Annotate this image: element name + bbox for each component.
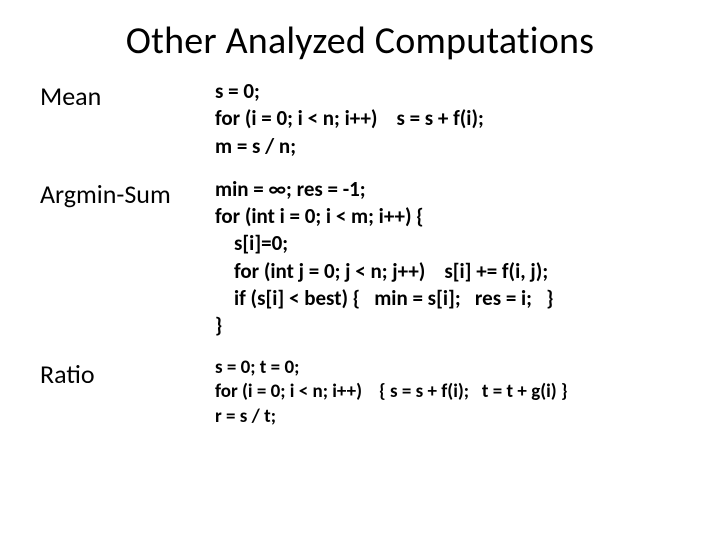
computation-code-argminsum: min = ∞; res = -1; for (int i = 0; i < m… <box>215 176 553 340</box>
computation-row: Ratio s = 0; t = 0; for (i = 0; i < n; i… <box>40 356 680 430</box>
computation-row: Argmin-Sum min = ∞; res = -1; for (int i… <box>40 176 680 340</box>
computation-label-argminsum: Argmin-Sum <box>40 176 215 210</box>
computation-label-mean: Mean <box>40 78 215 112</box>
computation-label-ratio: Ratio <box>40 356 215 390</box>
computation-row: Mean s = 0; for (i = 0; i < n; i++) s = … <box>40 78 680 160</box>
computation-code-mean: s = 0; for (i = 0; i < n; i++) s = s + f… <box>215 78 484 160</box>
page-title: Other Analyzed Computations <box>40 18 680 64</box>
computation-code-ratio: s = 0; t = 0; for (i = 0; i < n; i++) { … <box>215 356 568 430</box>
